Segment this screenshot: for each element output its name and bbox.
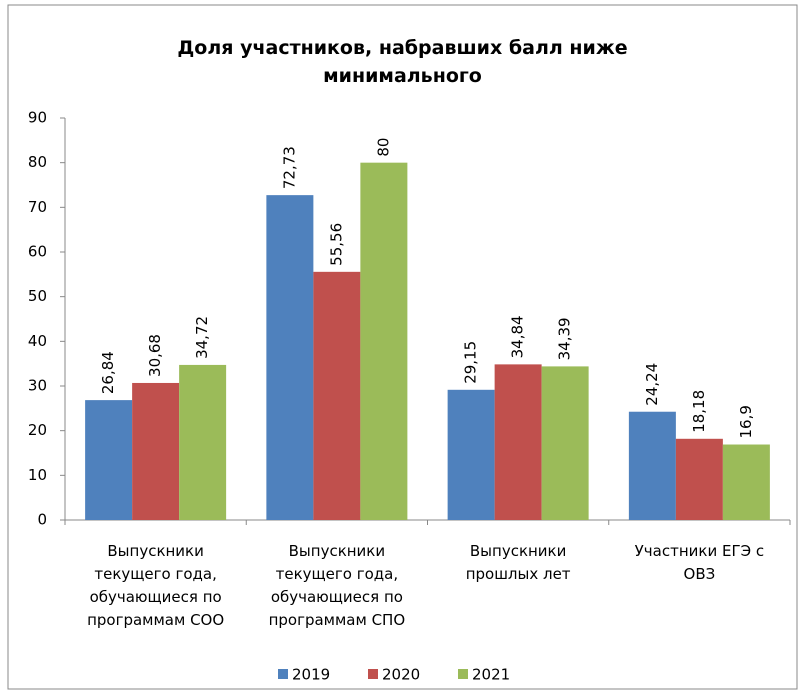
bar [360, 162, 408, 520]
bar [447, 389, 495, 520]
y-tick-label: 70 [28, 198, 47, 216]
legend-swatch [278, 669, 288, 679]
legend-swatch [368, 669, 378, 679]
legend-label: 2019 [292, 666, 330, 684]
bar [675, 438, 723, 520]
legend-label: 2021 [472, 666, 510, 684]
x-tick-label: Выпускники текущего года, обучающиеся по… [268, 542, 406, 629]
chart-title: Доля участников, набравших балл ниже мин… [177, 37, 628, 87]
bar [628, 411, 676, 520]
bar [541, 366, 589, 520]
bar [179, 364, 227, 520]
bar [132, 382, 180, 520]
x-tick-label: Выпускники прошлых лет [465, 542, 571, 583]
data-label: 24,24 [643, 363, 661, 406]
data-label: 34,72 [193, 316, 211, 359]
bar [85, 400, 133, 520]
y-tick-label: 50 [28, 287, 47, 305]
legend-label: 2020 [382, 666, 420, 684]
y-tick-label: 40 [28, 332, 47, 350]
data-label: 80 [374, 138, 392, 157]
bar [266, 195, 314, 520]
legend-swatch [458, 669, 468, 679]
data-label: 34,39 [556, 317, 574, 360]
data-label: 72,73 [280, 146, 298, 189]
data-label: 30,68 [146, 334, 164, 377]
bar [494, 364, 542, 520]
bar [313, 271, 361, 520]
data-label: 29,15 [462, 341, 480, 384]
x-tick-label: Участники ЕГЭ с ОВЗ [634, 542, 765, 583]
y-tick-label: 90 [28, 109, 47, 127]
x-tick-label: Выпускники текущего года, обучающиеся по… [87, 542, 225, 629]
data-label: 18,18 [690, 390, 708, 433]
y-tick-label: 80 [28, 153, 47, 171]
data-label: 34,84 [509, 315, 527, 358]
data-label: 55,56 [327, 223, 345, 266]
data-label: 26,84 [99, 351, 117, 394]
y-tick-label: 0 [37, 511, 47, 529]
data-label: 16,9 [737, 405, 755, 438]
y-tick-label: 20 [28, 421, 47, 439]
y-tick-label: 30 [28, 377, 47, 395]
y-tick-label: 10 [28, 466, 47, 484]
y-tick-label: 60 [28, 243, 47, 261]
bar [722, 444, 770, 520]
